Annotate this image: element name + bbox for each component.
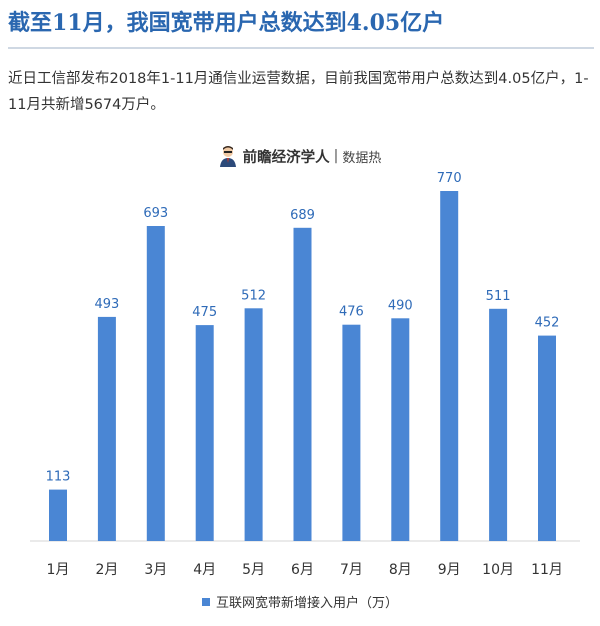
bar (293, 227, 312, 542)
data-label: 693 (143, 206, 168, 221)
brand-column: 数据热 (342, 150, 382, 166)
bar (49, 489, 67, 541)
bar (538, 335, 556, 541)
data-label: 490 (388, 298, 413, 313)
x-tick-label: 4月 (193, 562, 216, 578)
x-tick-label: 7月 (340, 562, 363, 578)
data-label: 475 (192, 305, 217, 320)
x-tick-label: 9月 (438, 562, 461, 578)
x-tick-label: 6月 (291, 562, 314, 578)
data-label: 113 (46, 470, 71, 485)
bar (195, 325, 214, 541)
data-label: 452 (535, 316, 560, 331)
x-tick-label: 10月 (482, 562, 514, 578)
bar (391, 318, 410, 541)
brand-line: 前瞻经济学人 | 数据热 (0, 143, 600, 169)
bar (342, 324, 361, 541)
data-label: 689 (290, 208, 315, 223)
data-label: 512 (241, 288, 266, 303)
headline-divider (8, 47, 594, 49)
bar (244, 308, 263, 541)
bar (97, 316, 116, 541)
page-headline: 截至11月，我国宽带用户总数达到4.05亿户 (8, 10, 445, 36)
x-tick-label: 5月 (242, 562, 265, 578)
x-tick-label: 2月 (95, 562, 118, 578)
legend-swatch (201, 597, 210, 606)
chart-legend: 互联网宽带新增接入用户（万） (0, 592, 600, 611)
data-label: 770 (437, 171, 462, 186)
bar (489, 308, 508, 541)
legend-label: 互联网宽带新增接入用户（万） (215, 596, 398, 611)
person-avatar-icon (219, 145, 237, 167)
x-tick-label: 11月 (531, 562, 563, 578)
x-tick-label: 1月 (47, 562, 70, 578)
brand-name: 前瞻经济学人 (242, 149, 330, 166)
data-label: 511 (486, 289, 511, 304)
bar (440, 191, 459, 541)
brand-separator: | (333, 148, 339, 164)
x-tick-label: 8月 (389, 562, 412, 578)
data-label: 493 (94, 297, 119, 312)
bar (146, 226, 165, 541)
data-label: 476 (339, 305, 364, 320)
x-tick-label: 3月 (144, 562, 167, 578)
intro-paragraph: 近日工信部发布2018年1-11月通信业运营数据，目前我国宽带用户总数达到4.0… (8, 71, 589, 113)
